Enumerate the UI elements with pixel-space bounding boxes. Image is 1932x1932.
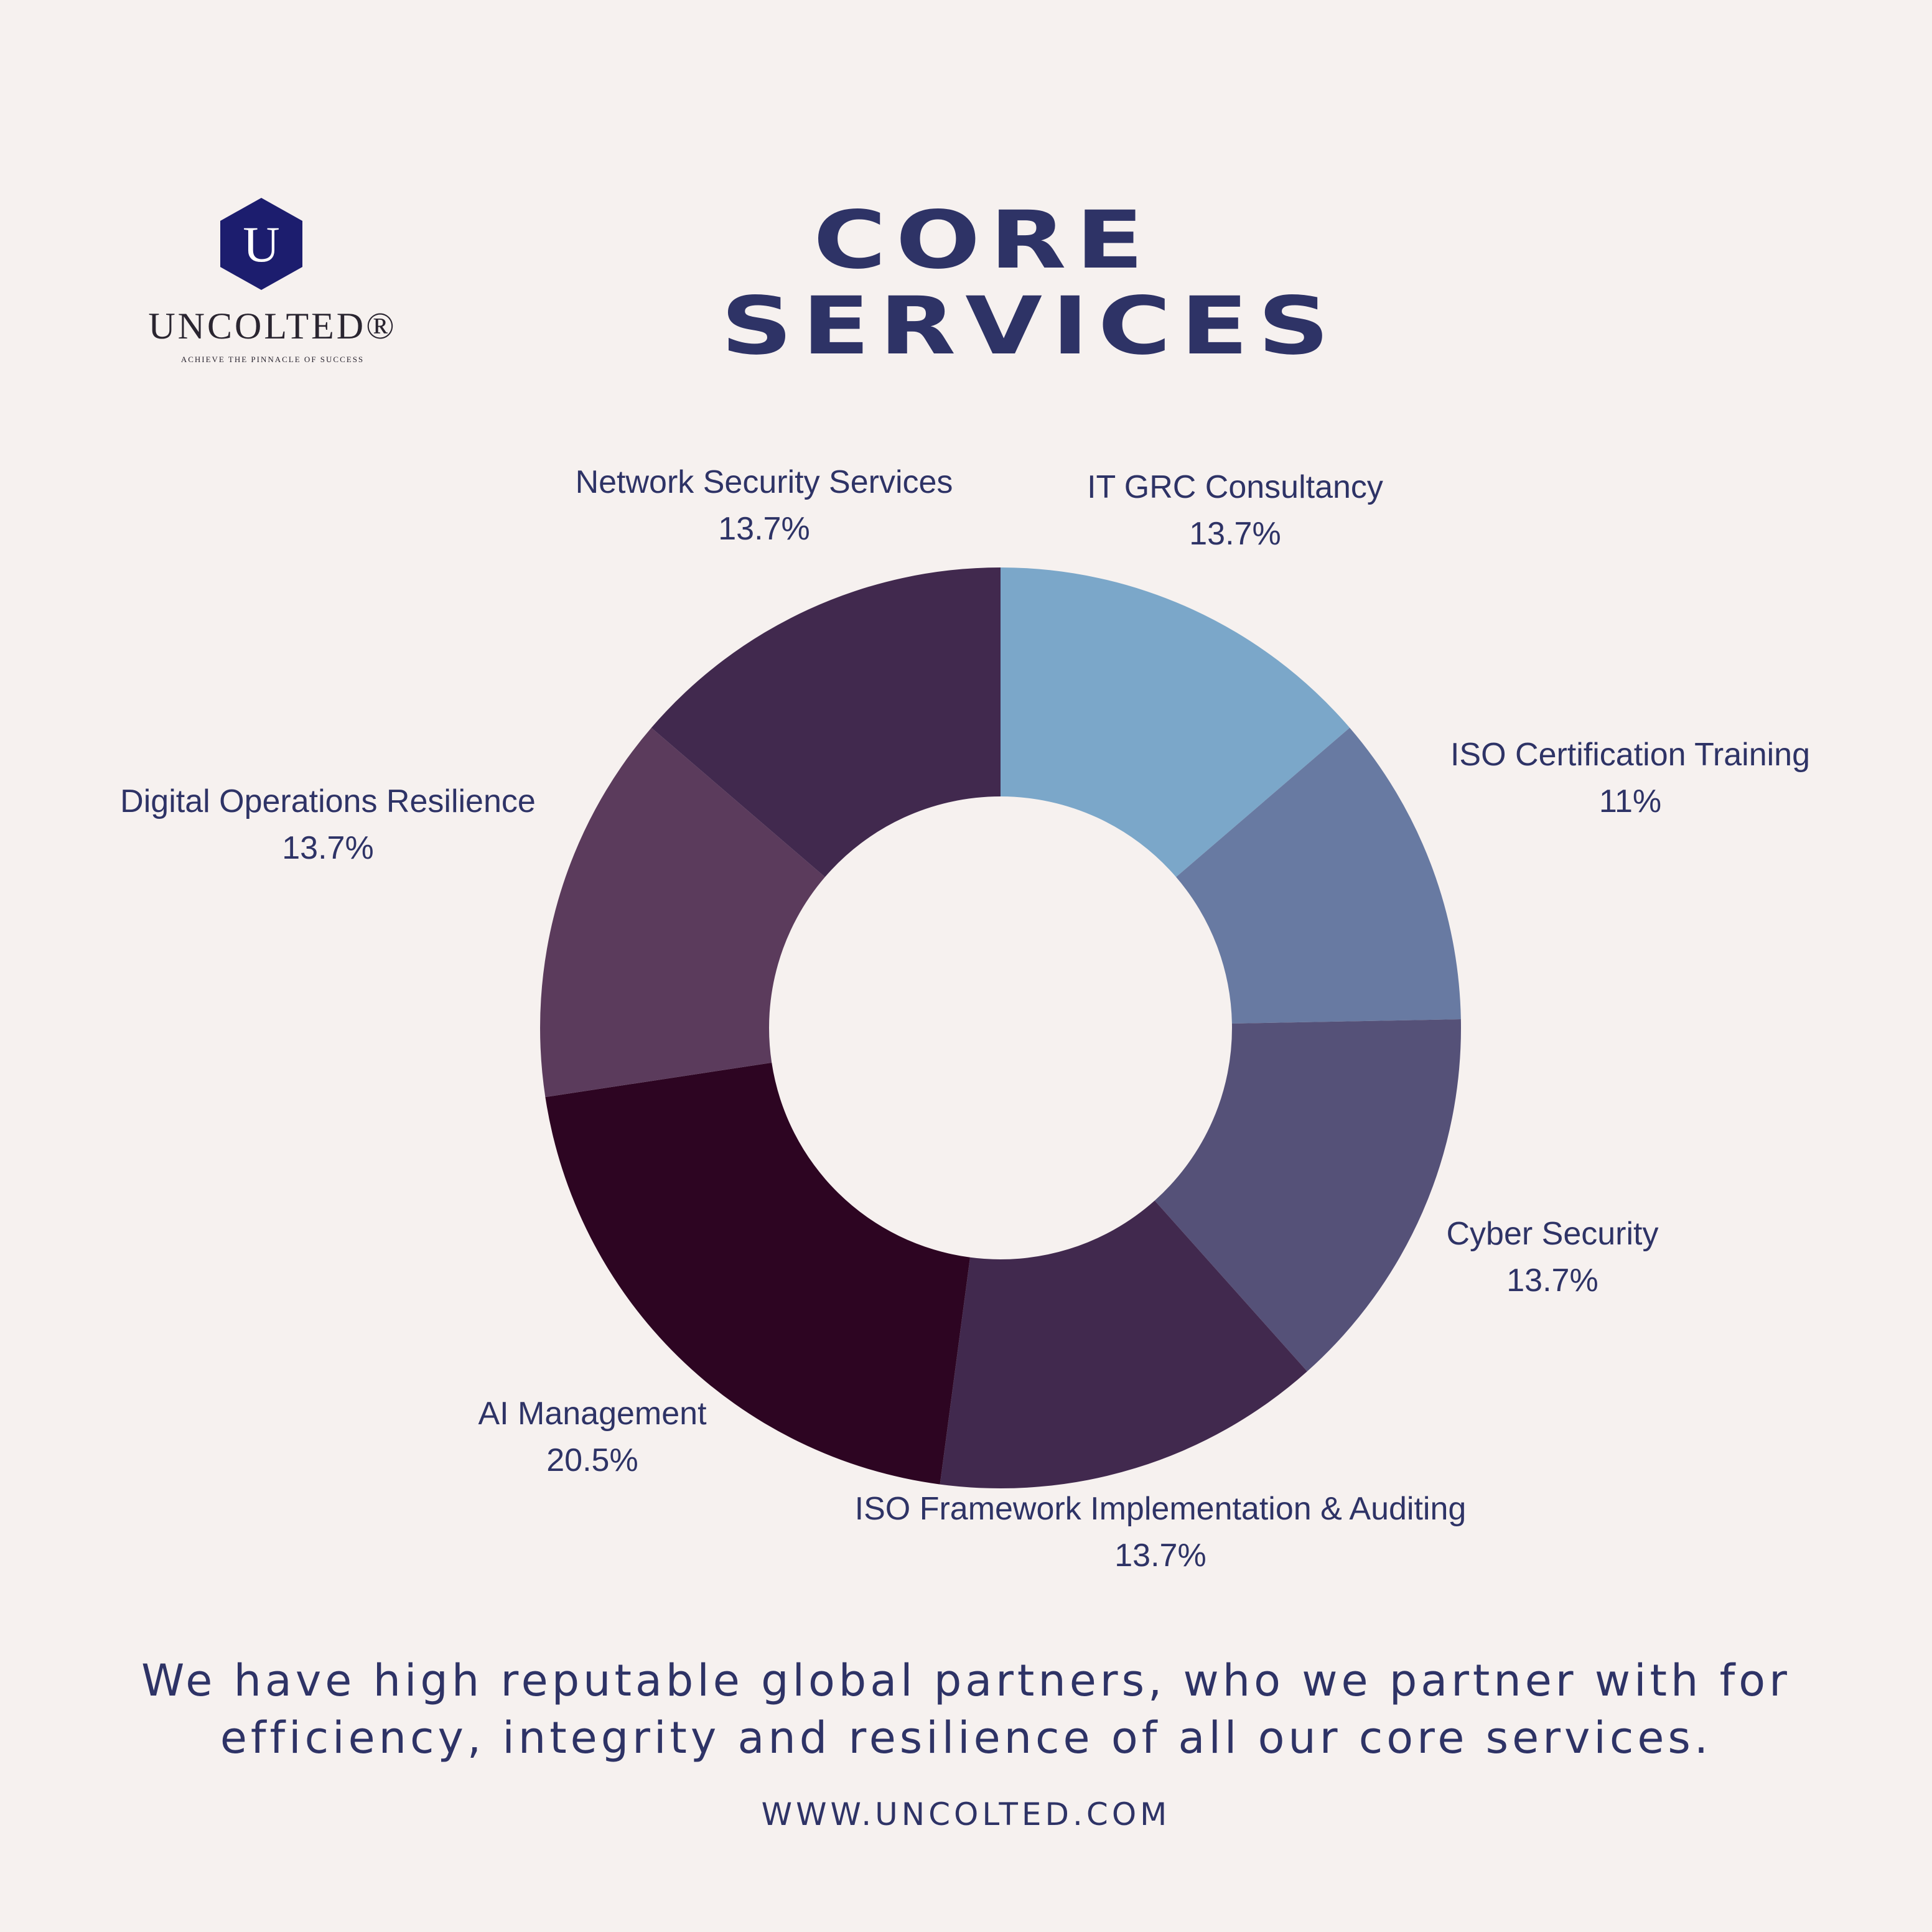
slice-cyber-security — [1154, 1019, 1461, 1371]
brand-logo: U UNCOLTED® ACHIEVE THE PINNACLE OF SUCC… — [136, 194, 422, 381]
website-link[interactable]: WWW.UNCOLTED.COM — [761, 1796, 1171, 1832]
footer-message-line-1: We have high reputable global partners, … — [141, 1655, 1791, 1706]
slice-it-grc-consultancy — [1001, 567, 1350, 877]
slice-value-label: 13.7% — [1189, 516, 1281, 552]
slice-name-label: Network Security Services — [576, 464, 953, 500]
slice-value-label: 20.5% — [546, 1442, 638, 1478]
brand-tagline: ACHIEVE THE PINNACLE OF SUCCESS — [180, 355, 365, 364]
page-title-line-1: CORE — [813, 194, 1153, 287]
chart-labels: IT GRC Consultancy 13.7% ISO Certification… — [120, 464, 1810, 1574]
slice-iso-certification-training — [1176, 727, 1461, 1024]
slice-value-label: 13.7% — [1506, 1262, 1598, 1299]
slice-value-label: 11% — [1599, 783, 1661, 819]
logo-letter: U — [243, 216, 279, 273]
slice-value-label: 13.7% — [1114, 1538, 1206, 1574]
slice-name-label: Digital Operations Resilience — [120, 783, 536, 819]
hexagon-logo-icon: U — [220, 198, 302, 290]
page-title-line-2: SERVICES — [721, 280, 1339, 373]
slice-name-label: AI Management — [478, 1396, 707, 1432]
slice-name-label: IT GRC Consultancy — [1087, 469, 1383, 505]
slice-name-label: ISO Framework Implementation & Auditing — [855, 1491, 1467, 1527]
chart-slices — [540, 567, 1461, 1488]
donut-chart: IT GRC Consultancy 13.7% ISO Certification… — [120, 464, 1810, 1574]
slice-network-security-services — [651, 567, 1001, 877]
slice-name-label: ISO Certification Training — [1450, 737, 1810, 773]
footer-message-line-2: efficiency, integrity and resilience of … — [220, 1712, 1712, 1763]
slice-value-label: 13.7% — [282, 830, 373, 866]
logo-hexagon-shape — [220, 198, 302, 290]
slice-iso-framework-implementation-auditing — [940, 1200, 1307, 1488]
slice-ai-management — [545, 1062, 971, 1485]
brand-name: UNCOLTED® — [148, 306, 397, 347]
slice-name-label: Cyber Security — [1447, 1216, 1659, 1252]
slice-digital-operations-resilience — [540, 727, 825, 1098]
slice-value-label: 13.7% — [718, 511, 810, 547]
